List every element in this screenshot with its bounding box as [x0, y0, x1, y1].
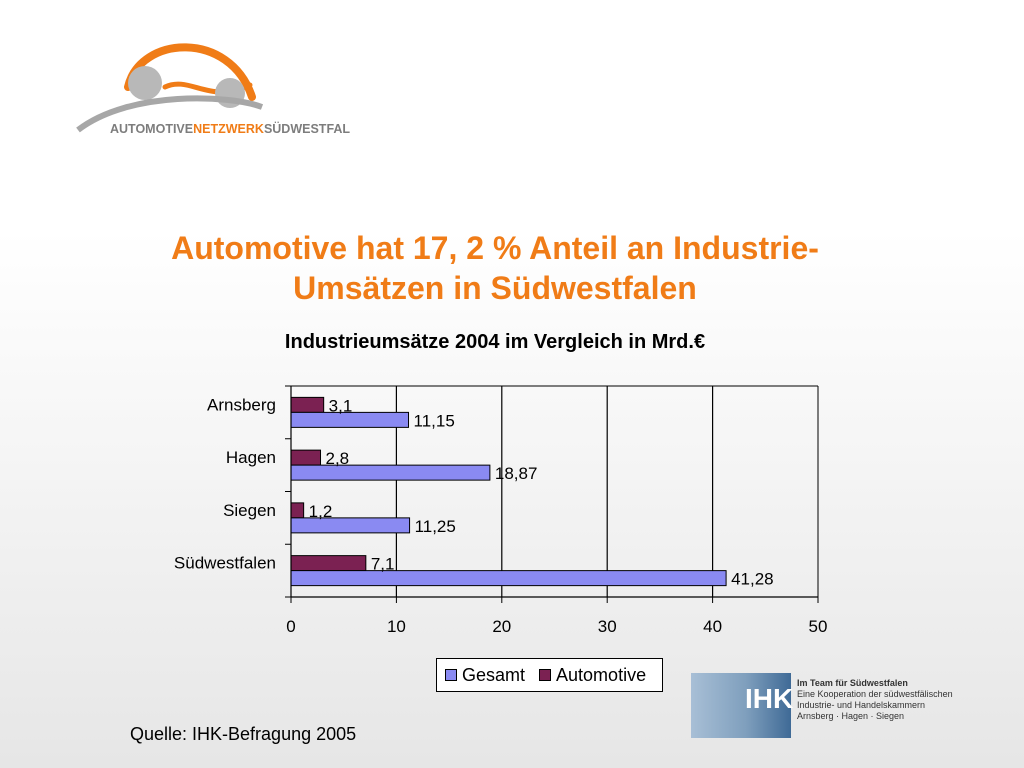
- ihk-tagline: Im Team für Südwestfalen Eine Kooperatio…: [797, 678, 953, 722]
- slide-title: Automotive hat 17, 2 % Anteil an Industr…: [100, 228, 890, 308]
- x-tick-label: 20: [492, 617, 511, 636]
- bar-gesamt: [290, 570, 727, 587]
- bar-gesamt: [290, 464, 491, 481]
- legend-item-automotive: Automotive: [539, 665, 646, 686]
- ihk-line-2: Eine Kooperation der südwestfälischen: [797, 689, 953, 699]
- bar-automotive: [290, 449, 322, 466]
- data-label-automotive: 3,1: [329, 396, 353, 415]
- source-note: Quelle: IHK-Befragung 2005: [130, 724, 357, 744]
- category-label: Siegen: [223, 501, 276, 520]
- ihk-logo: IHK Im Team für Südwestfalen Eine Kooper…: [691, 673, 953, 738]
- legend-swatch-gesamt: [445, 669, 457, 681]
- data-label-gesamt: 11,25: [415, 517, 456, 536]
- bar-automotive: [290, 502, 305, 519]
- x-tick-label: 30: [598, 617, 617, 636]
- category-label: Südwestfalen: [174, 554, 276, 573]
- x-tick-label: 10: [387, 617, 406, 636]
- x-tick-label: 50: [809, 617, 828, 636]
- ihk-line-4: Arnsberg · Hagen · Siegen: [797, 711, 905, 721]
- chart-bars: [290, 396, 727, 587]
- logo-grey-figure-left: [128, 66, 162, 100]
- chart-labels: 0 10 20 30 40 50 Arnsberg 3,1 11,15 Hagen 2,8 18,87…: [174, 395, 828, 636]
- category-label: Arnsberg: [207, 395, 276, 414]
- ihk-mark: IHK: [745, 683, 794, 714]
- slide-title-line-2: Umsätzen in Südwestfalen: [293, 270, 697, 306]
- chart-title: Industrieumsätze 2004 im Vergleich in Mr…: [284, 331, 706, 353]
- bar-automotive: [290, 396, 325, 413]
- legend-item-gesamt: Gesamt: [445, 665, 525, 686]
- logo-grey-swoosh: [76, 95, 264, 133]
- x-tick-label: 40: [703, 617, 722, 636]
- slide-title-line-1: Automotive hat 17, 2 % Anteil an Industr…: [171, 230, 819, 266]
- data-label-gesamt: 18,87: [495, 464, 538, 483]
- legend-label-gesamt: Gesamt: [462, 664, 526, 685]
- chart-legend: Gesamt Automotive: [436, 658, 663, 692]
- data-label-automotive: 2,8: [326, 449, 350, 468]
- legend-label-automotive: Automotive: [556, 664, 647, 685]
- x-tick-label: 0: [286, 617, 295, 636]
- logo-wordmark: AUTOMOTIVENETZWERKSÜDWESTFALEN: [110, 121, 350, 136]
- bar-automotive: [290, 555, 367, 572]
- ihk-line-3: Industrie- und Handelskammern: [797, 700, 926, 710]
- automotive-netzwerk-logo: AUTOMOTIVENETZWERKSÜDWESTFALEN: [76, 43, 350, 136]
- data-label-gesamt: 41,28: [731, 570, 774, 589]
- chart-axes: [285, 385, 819, 603]
- ihk-line-1: Im Team für Südwestfalen: [797, 678, 908, 688]
- data-label-automotive: 7,1: [371, 555, 395, 574]
- category-label: Hagen: [226, 448, 276, 467]
- data-label-gesamt: 11,15: [414, 411, 455, 430]
- data-label-automotive: 1,2: [309, 502, 333, 521]
- legend-swatch-automotive: [539, 669, 552, 681]
- ihk-logo-box: IHK: [691, 673, 794, 738]
